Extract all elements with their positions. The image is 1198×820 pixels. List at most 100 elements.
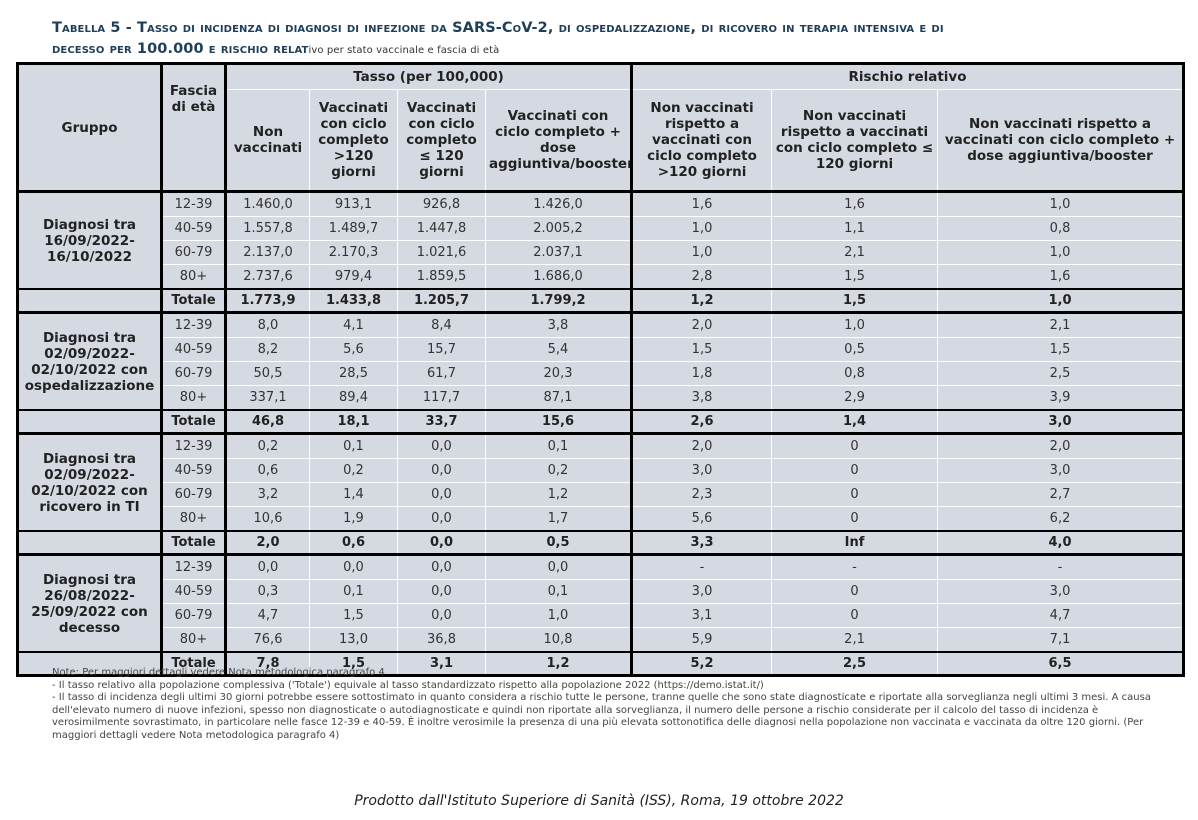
cell: 50,5 (225, 361, 310, 386)
rate-header: Tasso (per 100,000) (224, 63, 634, 90)
notes: Note: Per maggiori dettagli vedere Nota … (52, 667, 1177, 742)
cell: 0,1 (309, 579, 398, 604)
group-label: Diagnosi tra 16/09/2022-16/10/2022 (17, 190, 163, 290)
cell: 8,0 (225, 311, 310, 338)
cell: 3,0 (937, 458, 1185, 483)
table-row: 40-59 0,3 0,1 0,0 0,1 3,0 0 3,0 (18, 579, 1185, 604)
age-band: 12-39 (161, 432, 227, 459)
total-cell: 3,3 (631, 530, 773, 555)
cell: 2,0 (631, 311, 773, 338)
cell: 1,0 (631, 216, 773, 241)
total-label: Totale (161, 288, 227, 313)
cell: 1,0 (484, 603, 634, 628)
total-cell: Inf (771, 530, 939, 555)
total-row: Totale 1.773,9 1.433,8 1.205,7 1.799,2 1,2 1,5… (17, 288, 1185, 313)
total-cell: 1.205,7 (397, 288, 486, 313)
cell: 0,8 (771, 361, 939, 386)
cell: 1.426,0 (484, 190, 634, 217)
age-band: 40-59 (161, 337, 227, 362)
cell: 0 (771, 458, 939, 483)
cell: 1,9 (309, 506, 398, 532)
table-row: 60-79 2.137,0 2.170,3 1.021,6 2.037,1 1,0 2,1 1… (18, 240, 1185, 265)
total-cell: 1,2 (484, 651, 634, 676)
table-row: 60-79 3,2 1,4 0,0 1,2 2,3 0 2,7 (18, 482, 1185, 507)
cell: 1,0 (937, 190, 1185, 217)
cell: 1,5 (309, 603, 398, 628)
total-cell: 1,2 (631, 288, 773, 313)
total-row: Totale 2,0 0,6 0,0 0,5 3,3 Inf 4,0 (17, 530, 1185, 555)
group-label: Diagnosi tra 02/09/2022-02/10/2022 con o… (17, 311, 163, 411)
cell: 4,7 (937, 603, 1185, 628)
total-cell: 1,5 (309, 651, 398, 676)
cell: 0,0 (397, 506, 486, 532)
total-cell: 2,0 (225, 530, 310, 555)
cell: 0 (771, 579, 939, 604)
cell: 1.557,8 (225, 216, 310, 241)
table-row: 40-59 0,6 0,2 0,0 0,2 3,0 0 3,0 (18, 458, 1185, 483)
table-row: 80+ 76,6 13,0 36,8 10,8 5,9 2,1 7,1 (18, 627, 1185, 653)
total-cell: 3,1 (397, 651, 486, 676)
cell: 3,0 (937, 579, 1185, 604)
column-header: Non vaccinati (225, 89, 310, 192)
note: - Il tasso di incidenza degli ultimi 30 … (52, 692, 1151, 741)
total-cell: 1,5 (771, 288, 939, 313)
cell: 2,0 (937, 432, 1185, 459)
cell: 0,0 (397, 482, 486, 507)
cell: 8,4 (397, 311, 486, 338)
title-line: decesso per 100.000 e rischio relativo p… (52, 39, 1172, 61)
cell: 89,4 (309, 385, 398, 411)
cell: 10,6 (225, 506, 310, 532)
cell: 926,8 (397, 190, 486, 217)
cell: 2,5 (937, 361, 1185, 386)
total-cell: 6,5 (937, 651, 1185, 676)
total-cell: 46,8 (225, 409, 310, 434)
total-cell: 1.433,8 (309, 288, 398, 313)
cell: 2.037,1 (484, 240, 634, 265)
cell: 1,8 (631, 361, 773, 386)
cell: 913,1 (309, 190, 398, 217)
age-band: 80+ (161, 627, 227, 653)
cell: 0,0 (397, 458, 486, 483)
cell: - (631, 553, 773, 580)
table-row: Diagnosi tra 02/09/2022-02/10/2022 con o… (17, 311, 1185, 411)
age-band: 12-39 (161, 553, 227, 580)
cell: 0 (771, 506, 939, 532)
cell: 3,1 (631, 603, 773, 628)
total-row: Totale 7,8 1,5 3,1 1,2 5,2 2,5 6,5 (17, 651, 1185, 676)
cell: 1,5 (771, 264, 939, 290)
cell: 3,0 (631, 458, 773, 483)
table-row: 60-79 50,5 28,5 61,7 20,3 1,8 0,8 2,5 (18, 361, 1185, 386)
column-header: Vaccinati con ciclo completo ≤ 120 giorn… (397, 89, 486, 192)
cell: 1,0 (937, 240, 1185, 265)
cell: 2.737,6 (225, 264, 310, 290)
table-row: 40-59 8,2 5,6 15,7 5,4 1,5 0,5 1,5 (18, 337, 1185, 362)
cell: 1,4 (309, 482, 398, 507)
cell: 4,7 (225, 603, 310, 628)
cell: 2.005,2 (484, 216, 634, 241)
age-header: Fascia di età (161, 63, 227, 192)
total-cell: 2,6 (631, 409, 773, 434)
cell: 0,2 (309, 458, 398, 483)
total-cell: 2,5 (771, 651, 939, 676)
table-row: 40-59 1.557,8 1.489,7 1.447,8 2.005,2 1,0 1,1 0… (18, 216, 1185, 241)
age-band: 60-79 (161, 603, 227, 628)
table-row: Diagnosi tra 02/09/2022-02/10/2022 con r… (17, 432, 1185, 532)
total-cell: 0,5 (484, 530, 634, 555)
age-band: 40-59 (161, 579, 227, 604)
total-cell: 0,0 (397, 530, 486, 555)
cell: 1,0 (771, 311, 939, 338)
cell: 8,2 (225, 337, 310, 362)
table-row: 80+ 2.737,6 979,4 1.859,5 1.686,0 2,8 1,5 1,6 (18, 264, 1185, 290)
cell: 2,1 (937, 311, 1185, 338)
title: Tabella 5 - Tasso di incidenza di diagno… (52, 18, 1172, 61)
cell: 0,0 (397, 603, 486, 628)
age-band: 80+ (161, 506, 227, 532)
cell: 0,3 (225, 579, 310, 604)
cell: 0,1 (484, 432, 634, 459)
cell: 0,2 (225, 432, 310, 459)
cell: 1,6 (937, 264, 1185, 290)
cell: 36,8 (397, 627, 486, 653)
age-band: 60-79 (161, 482, 227, 507)
note: Note: Per maggiori dettagli vedere Nota … (52, 667, 385, 678)
total-label: Totale (161, 409, 227, 434)
